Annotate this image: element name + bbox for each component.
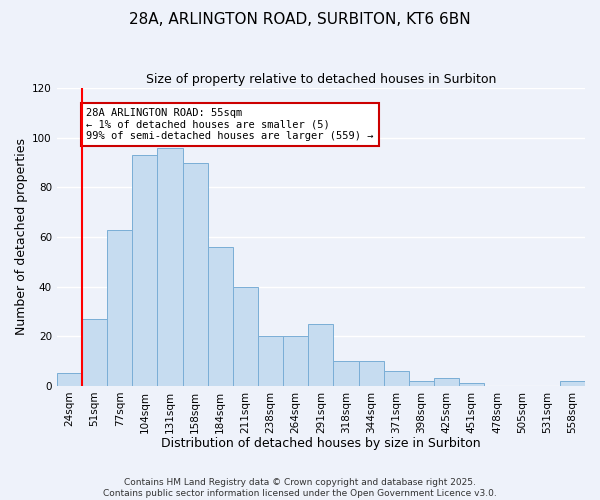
- Text: Contains HM Land Registry data © Crown copyright and database right 2025.
Contai: Contains HM Land Registry data © Crown c…: [103, 478, 497, 498]
- Bar: [459, 384, 484, 386]
- X-axis label: Distribution of detached houses by size in Surbiton: Distribution of detached houses by size …: [161, 437, 481, 450]
- Bar: [359, 361, 384, 386]
- Title: Size of property relative to detached houses in Surbiton: Size of property relative to detached ho…: [146, 72, 496, 86]
- Bar: [334, 361, 359, 386]
- Bar: [157, 148, 182, 386]
- Bar: [409, 381, 434, 386]
- Bar: [57, 374, 82, 386]
- Bar: [308, 324, 334, 386]
- Bar: [384, 371, 409, 386]
- Bar: [208, 247, 233, 386]
- Bar: [107, 230, 132, 386]
- Bar: [233, 286, 258, 386]
- Text: 28A ARLINGTON ROAD: 55sqm
← 1% of detached houses are smaller (5)
99% of semi-de: 28A ARLINGTON ROAD: 55sqm ← 1% of detach…: [86, 108, 374, 141]
- Bar: [82, 319, 107, 386]
- Bar: [283, 336, 308, 386]
- Bar: [258, 336, 283, 386]
- Bar: [182, 162, 208, 386]
- Bar: [434, 378, 459, 386]
- Y-axis label: Number of detached properties: Number of detached properties: [15, 138, 28, 336]
- Bar: [132, 155, 157, 386]
- Text: 28A, ARLINGTON ROAD, SURBITON, KT6 6BN: 28A, ARLINGTON ROAD, SURBITON, KT6 6BN: [129, 12, 471, 28]
- Bar: [560, 381, 585, 386]
